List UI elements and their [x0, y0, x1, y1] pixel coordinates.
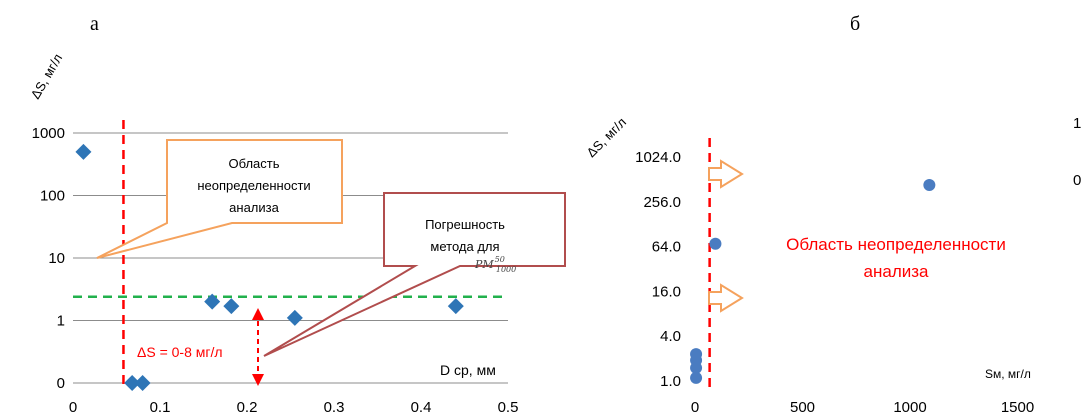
chart-a-x-tick-label: 0.3 — [324, 399, 345, 416]
chart-b-x-tick-label: 500 — [790, 399, 815, 416]
chart-b-point — [690, 371, 703, 384]
chart-b-y-tick-label: 4.0 — [660, 328, 681, 345]
chart-a-y-tick-label: 1 — [57, 313, 65, 330]
chart-a-y-axis-label: ΔS, мг/л — [28, 51, 66, 101]
chart-a-x-axis-label: D ср, мм — [440, 362, 496, 378]
chart-b-point — [690, 348, 703, 361]
chart-a-point — [134, 375, 151, 391]
chart-a-point — [75, 143, 92, 160]
chart-a-point — [204, 293, 221, 310]
chart-b-y-tick-label: 1024.0 — [635, 149, 681, 166]
chart-a-range-arrow-head-up — [252, 308, 264, 320]
chart-b: 0 500 1000 1500 1.0 4.0 16.0 64.0 256.0 1024.0 Δ… — [584, 115, 1082, 416]
chart-a-x-tick-label: 0.4 — [411, 399, 432, 416]
chart-a-range-label: ΔS = 0-8 мг/л — [137, 344, 223, 360]
chart-a-callout-orange-line-3: анализа — [229, 200, 279, 215]
chart-a: 0 0.1 0.2 0.3 0.4 0.5 0 1 10 100 1000 ΔS, мг/л D … — [28, 51, 566, 416]
chart-b-cropped-text-1: 1 — [1073, 115, 1081, 132]
chart-b-arrow-right-lower — [708, 283, 744, 313]
chart-a-y-tick-label: 100 — [40, 188, 65, 205]
chart-a-point — [223, 298, 240, 315]
chart-a-x-tick-label: 0.5 — [498, 399, 519, 416]
chart-a-x-ticks: 0 0.1 0.2 0.3 0.4 0.5 — [69, 399, 519, 416]
chart-a-x-tick-label: 0.2 — [237, 399, 258, 416]
chart-b-points — [690, 179, 936, 384]
chart-b-cropped-text-2: 0 — [1073, 172, 1081, 189]
chart-a-point — [124, 375, 141, 391]
chart-a-points — [75, 143, 464, 391]
panel-label-a: а — [90, 13, 99, 35]
chart-a-y-tick-label: 10 — [48, 250, 65, 267]
chart-b-point — [709, 237, 722, 250]
chart-a-x-tick-label: 0 — [69, 399, 77, 416]
chart-a-callout-orange-line-1: Область — [228, 156, 279, 171]
chart-a-y-tick-label: 1000 — [32, 125, 65, 142]
chart-a-point — [286, 309, 303, 326]
chart-a-formula: PM50 1000 — [474, 255, 516, 274]
chart-a-range-arrow-head-down — [252, 374, 264, 386]
chart-a-callout-red-line-1: Погрешность — [425, 217, 505, 232]
chart-b-region-label-line-1: Область неопределенности — [786, 235, 1006, 254]
chart-b-region-label-line-2: анализа — [864, 262, 930, 281]
chart-b-y-tick-label: 16.0 — [652, 283, 681, 300]
chart-b-arrow-right-upper — [708, 159, 744, 189]
chart-b-y-axis-label: ΔS, мг/л — [584, 115, 630, 161]
chart-a-callout-orange-line-2: неопределенности — [197, 178, 310, 193]
chart-b-y-ticks: 1.0 4.0 16.0 64.0 256.0 1024.0 — [635, 149, 681, 390]
chart-a-uncertainty-callout — [96, 139, 343, 259]
chart-b-x-tick-label: 1500 — [1001, 399, 1034, 416]
chart-b-x-tick-label: 1000 — [893, 399, 926, 416]
chart-b-x-ticks: 0 500 1000 1500 — [691, 399, 1034, 416]
panel-label-b: б — [850, 13, 860, 35]
chart-b-y-tick-label: 1.0 — [660, 373, 681, 390]
chart-b-x-tick-label: 0 — [691, 399, 699, 416]
chart-a-callout-red-line-2: метода для — [430, 239, 499, 254]
chart-a-point — [447, 298, 464, 315]
chart-a-x-tick-label: 0.1 — [150, 399, 171, 416]
chart-b-y-tick-label: 256.0 — [643, 194, 681, 211]
chart-b-y-tick-label: 64.0 — [652, 239, 681, 256]
chart-a-y-tick-label: 0 — [57, 375, 65, 392]
chart-b-point — [923, 179, 936, 192]
chart-a-y-ticks: 0 1 10 100 1000 — [32, 125, 65, 392]
chart-b-x-axis-label: Sм, мг/л — [985, 367, 1031, 381]
chart-a-method-error-callout — [263, 192, 566, 357]
